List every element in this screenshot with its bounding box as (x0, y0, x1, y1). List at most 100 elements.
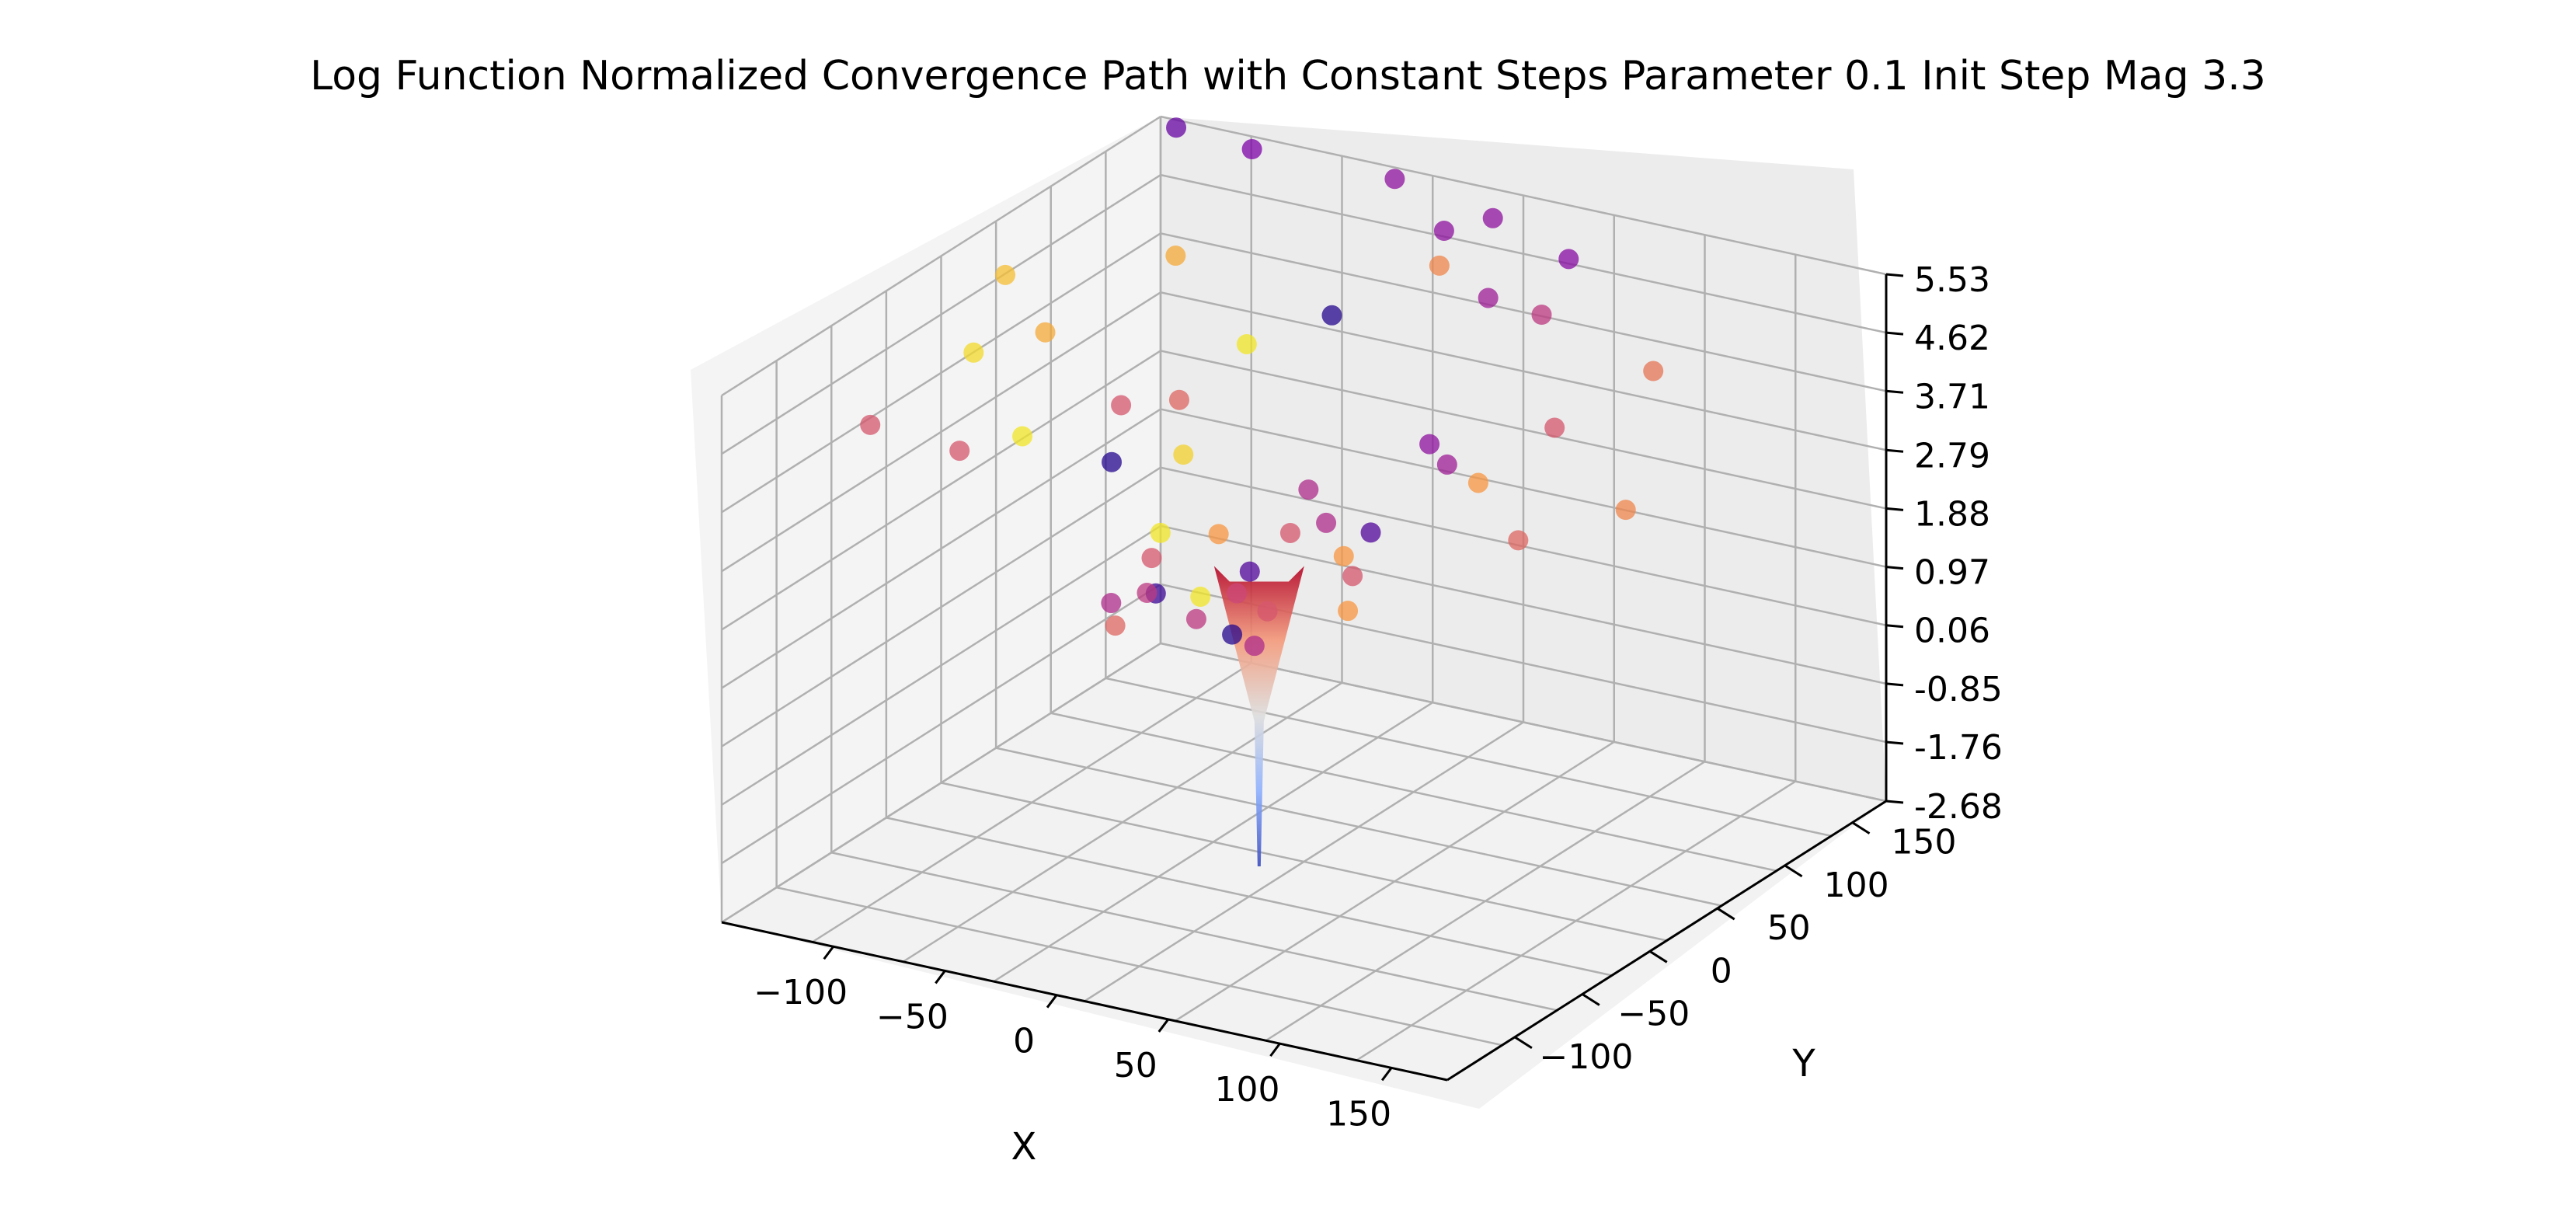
wall-gridline (1160, 642, 1887, 803)
data-point (1482, 207, 1503, 228)
tick-mark (1885, 682, 1904, 687)
tick-marks: −100−50050100150−100−50050100150-2.68-1.… (754, 260, 2003, 1134)
wall-gridline (1160, 350, 1887, 510)
z-tick-label: 2.79 (1914, 436, 1990, 476)
tick-mark (1582, 993, 1600, 1006)
data-point (1105, 615, 1126, 636)
data-point (1531, 304, 1552, 325)
data-point (1321, 305, 1342, 326)
data-point (1436, 454, 1457, 475)
y-tick-label: 150 (1892, 823, 1957, 862)
tick-mark (1885, 800, 1904, 804)
floor-gridline (1356, 780, 1796, 1061)
floor-gridline (1265, 761, 1706, 1042)
wall-gridline (1160, 291, 1887, 451)
data-point (1185, 608, 1206, 629)
data-point (1643, 361, 1664, 382)
data-point (1236, 333, 1257, 354)
data-point (1298, 479, 1319, 500)
data-point (1168, 389, 1189, 410)
data-point (1429, 255, 1450, 276)
tick-mark (1885, 273, 1904, 277)
wall-gridline (1160, 173, 1887, 334)
data-point (1333, 545, 1354, 566)
data-point (1102, 451, 1123, 472)
wall-gridline (1160, 115, 1887, 276)
tick-mark (1885, 740, 1904, 745)
z-tick-label: -0.85 (1914, 670, 2003, 709)
tick-mark (1648, 950, 1668, 963)
y-tick-label: 100 (1824, 866, 1889, 905)
wall-gridline (1160, 232, 1887, 392)
z-tick-label: 3.71 (1914, 377, 1990, 416)
data-point (1141, 548, 1162, 569)
y-axis-label: Y (1791, 1042, 1815, 1085)
data-point (1012, 426, 1033, 447)
data-point (963, 342, 984, 363)
wall-gridline (1160, 524, 1887, 685)
z-tick-label: 4.62 (1914, 319, 1990, 358)
data-point (1544, 417, 1565, 438)
data-point (1241, 139, 1262, 160)
left-pane (691, 117, 1161, 922)
floor-pane (722, 643, 1886, 1109)
tick-mark (1885, 331, 1904, 336)
axis-lines (721, 274, 1888, 1082)
tick-mark (1784, 864, 1803, 878)
data-point (1433, 221, 1454, 242)
tick-mark (823, 946, 834, 960)
floor-gridline (886, 817, 1613, 977)
data-point (1338, 601, 1359, 622)
data-point (1342, 566, 1363, 587)
chart-title: Log Function Normalized Convergence Path… (310, 53, 2266, 99)
data-point (1244, 636, 1265, 657)
x-tick-label: 150 (1326, 1094, 1391, 1134)
wall-gridline (721, 232, 1161, 514)
data-point (1190, 587, 1211, 608)
data-point (1384, 169, 1405, 190)
y-axis-line (1446, 800, 1887, 1082)
y-tick-label: −50 (1617, 995, 1690, 1034)
wall-gridline (721, 174, 1161, 455)
floor-gridline (830, 852, 1558, 1012)
z-tick-label: 5.53 (1914, 260, 1990, 300)
data-point (1035, 322, 1056, 343)
data-point (1316, 512, 1337, 533)
x-tick-label: −100 (754, 973, 848, 1012)
floor-gridline (1084, 721, 1524, 1002)
data-point (1227, 583, 1248, 604)
data-point (949, 441, 970, 462)
data-point (1279, 522, 1300, 543)
data-point (1360, 522, 1381, 543)
tick-mark (1716, 907, 1735, 921)
data-point (1467, 472, 1488, 493)
data-point (1508, 530, 1529, 551)
data-point (1257, 601, 1278, 622)
data-point (860, 414, 881, 435)
data-point (1137, 582, 1157, 603)
tick-mark (935, 970, 946, 984)
wall-gridline (721, 350, 1161, 631)
data-point (1173, 444, 1194, 465)
tick-mark (1851, 821, 1871, 834)
data-point (1222, 624, 1243, 645)
floor-gridline (776, 886, 1502, 1047)
data-point (995, 264, 1016, 285)
y-tick-label: −100 (1539, 1037, 1633, 1077)
data-point (1101, 593, 1122, 614)
x-tick-label: 0 (1013, 1022, 1035, 1061)
z-tick-label: -1.76 (1914, 728, 2003, 768)
tick-mark (1380, 1067, 1393, 1082)
x-tick-label: −50 (876, 997, 949, 1037)
tick-mark (1046, 994, 1058, 1009)
tick-mark (1885, 389, 1904, 394)
z-tick-label: 1.88 (1914, 494, 1990, 534)
data-point (1208, 524, 1229, 545)
tick-mark (1885, 448, 1904, 453)
y-tick-label: 0 (1711, 951, 1732, 991)
z-tick-label: 0.97 (1914, 553, 1990, 593)
x-tick-label: 50 (1114, 1046, 1157, 1085)
floor-gridline (1175, 740, 1615, 1022)
data-point (1419, 434, 1440, 455)
